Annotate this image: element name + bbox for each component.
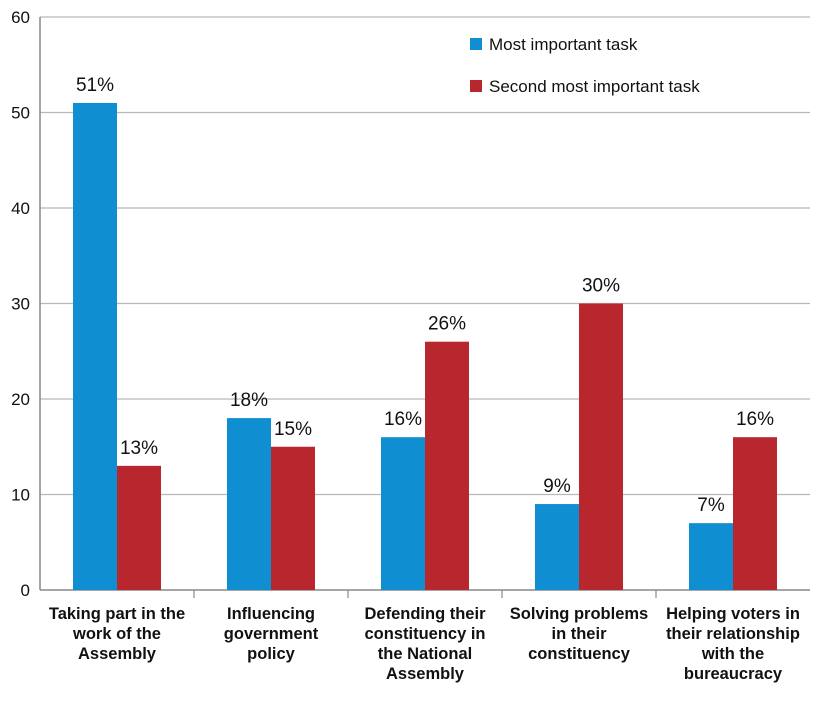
x-category-label-line: constituency (528, 645, 630, 663)
x-category-label-line: Assembly (78, 645, 156, 663)
y-tick-label: 10 (11, 486, 30, 505)
data-label: 15% (274, 419, 312, 440)
x-category-label-line: policy (247, 645, 295, 663)
x-category-label: Influencing government policy (194, 604, 348, 664)
data-label: 9% (543, 476, 571, 497)
x-category-label-line: Assembly (386, 665, 464, 683)
bar-most-important (689, 523, 733, 590)
y-axis: 0 10 20 30 40 50 60 (11, 8, 657, 600)
y-tick-label: 50 (11, 104, 30, 123)
x-category-label: Taking part in the work of the Assembly (40, 604, 194, 664)
x-category-label-line: Solving problems (509, 605, 649, 623)
y-tick-label: 60 (11, 8, 30, 27)
data-label: 26% (428, 314, 466, 335)
x-category-label: Defending their constituency in the Nation… (348, 604, 502, 684)
x-category-label-line: with the (701, 645, 765, 663)
bar-most-important (381, 437, 425, 590)
x-category-label-line: the National (377, 645, 473, 663)
x-category-label: Solving problems in their constituency (502, 604, 656, 664)
bar-most-important (73, 102, 117, 590)
x-category-label-line: Taking part in the (48, 605, 186, 623)
legend-swatch (470, 80, 482, 92)
y-tick-label: 40 (11, 199, 30, 218)
x-category-label-line: Defending their (364, 605, 486, 623)
bar-most-important (535, 504, 579, 590)
y-tick-label: 0 (21, 581, 30, 600)
x-category-label-line: constituency in (364, 625, 486, 643)
x-category-label-line: in their (551, 625, 607, 643)
y-tick-label: 20 (11, 390, 30, 409)
data-labels: 51% 13% 18% 15% 16% 26% 9% 30% 7% 16% (76, 75, 774, 516)
x-category-label-line: Helping voters in (666, 605, 800, 623)
data-label: 7% (697, 495, 725, 516)
x-category-label-line: bureaucracy (683, 665, 783, 683)
data-label: 30% (582, 276, 620, 297)
x-category-label-line: government (223, 625, 319, 643)
legend-label: Most important task (489, 35, 638, 54)
x-category-label-line: Influencing (227, 605, 315, 623)
data-label: 51% (76, 75, 114, 96)
data-label: 13% (120, 438, 158, 459)
data-label: 16% (736, 409, 774, 430)
bar-second-most-important (579, 303, 623, 590)
bar-second-most-important (733, 437, 777, 590)
y-tick-label: 30 (11, 295, 30, 314)
x-category-label-line: their relationship (666, 625, 800, 643)
bars (73, 102, 777, 590)
gridlines (40, 16, 810, 591)
bar-second-most-important (425, 341, 469, 590)
x-category-label-line: work of the (72, 625, 161, 643)
data-label: 16% (384, 409, 422, 430)
legend: Most important task Second most important… (470, 35, 700, 96)
data-label: 18% (230, 390, 268, 411)
bar-second-most-important (117, 465, 161, 590)
x-category-label: Helping voters in their relationship with … (656, 604, 810, 684)
legend-swatch (470, 38, 482, 50)
bar-most-important (227, 418, 271, 590)
legend-label: Second most important task (489, 77, 700, 96)
bar-second-most-important (271, 446, 315, 590)
